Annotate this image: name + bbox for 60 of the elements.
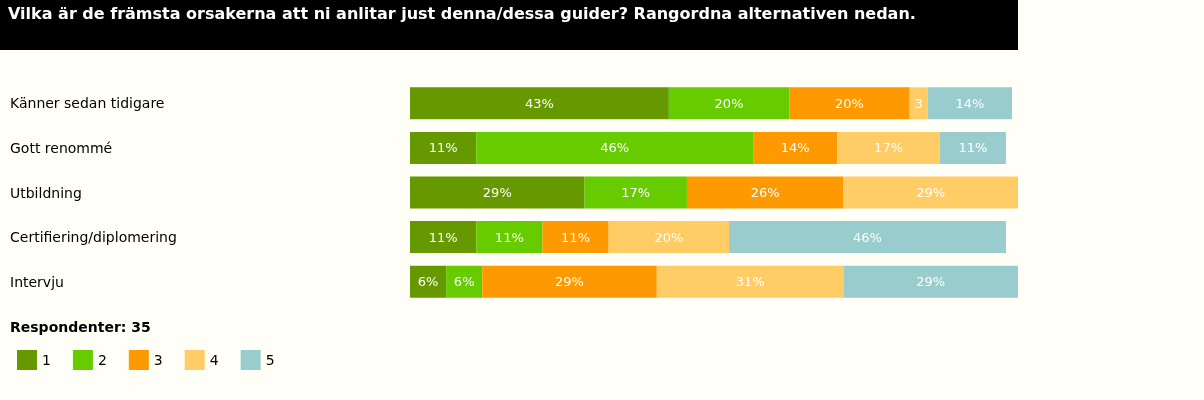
data-label: 46%	[600, 140, 630, 156]
bar	[410, 131, 477, 164]
legend-label: 1	[42, 352, 51, 368]
bar	[410, 87, 669, 120]
data-label: 29%	[482, 185, 512, 200]
bar	[542, 221, 609, 254]
y-tick-label: Certifiering/diplomering	[10, 229, 177, 246]
data-label: 14%	[780, 140, 810, 156]
data-label: 6%	[417, 274, 439, 290]
bar	[753, 131, 838, 164]
data-label: 29%	[916, 274, 946, 290]
legend-label: 3	[153, 352, 163, 368]
data-label: 6%	[453, 274, 475, 290]
bar	[476, 131, 754, 164]
data-label: 3	[914, 95, 923, 111]
bar	[656, 265, 844, 298]
bar	[789, 87, 910, 120]
bar	[410, 176, 585, 209]
data-label: 26%	[750, 185, 780, 200]
data-label: 11%	[428, 140, 458, 156]
data-label: 14%	[955, 95, 985, 111]
bar	[410, 221, 477, 254]
data-label: 20%	[654, 229, 684, 245]
text: Respondenter: 35	[10, 319, 151, 335]
data-label: 11%	[428, 229, 458, 245]
bar	[927, 87, 1012, 120]
data-label: 11%	[494, 229, 524, 245]
bar	[476, 221, 543, 254]
bar	[608, 221, 730, 254]
bar	[939, 131, 1006, 164]
bar	[584, 176, 687, 209]
data-label: 17%	[874, 140, 904, 156]
bar	[410, 265, 447, 298]
data-label: 20%	[834, 95, 864, 111]
legend-label: 4	[209, 352, 219, 368]
data-label: 20%	[714, 95, 744, 111]
chart-title: Vilka är de främsta orsakerna att ni anlitar just denna/dessa guider? Rangordna alternativen nedan.	[0, 0, 1018, 50]
bar	[482, 265, 657, 298]
bar	[843, 176, 1018, 209]
legend-label: 2	[97, 352, 107, 368]
data-label: 46%	[853, 229, 882, 245]
y-tick-label: Gott renommé	[10, 139, 113, 156]
data-label: 11%	[561, 229, 590, 245]
data-label: 31%	[735, 274, 765, 290]
data-label: 43%	[524, 95, 554, 111]
bar	[843, 265, 1018, 298]
y-tick-label: Utbildning	[10, 184, 82, 201]
data-label: 29%	[555, 274, 584, 290]
bar	[446, 265, 483, 298]
bar	[686, 176, 844, 209]
y-tick-label: Känner sedan tidigare	[10, 95, 165, 112]
bar	[909, 87, 928, 120]
bar	[729, 221, 1006, 254]
bar	[668, 87, 790, 120]
data-label: 17%	[621, 185, 651, 200]
data-label: 29%	[916, 185, 946, 200]
legend-label: 5	[265, 352, 275, 368]
bar	[837, 131, 940, 164]
data-label: 11%	[958, 140, 988, 156]
y-tick-label: Intervju	[10, 273, 64, 290]
